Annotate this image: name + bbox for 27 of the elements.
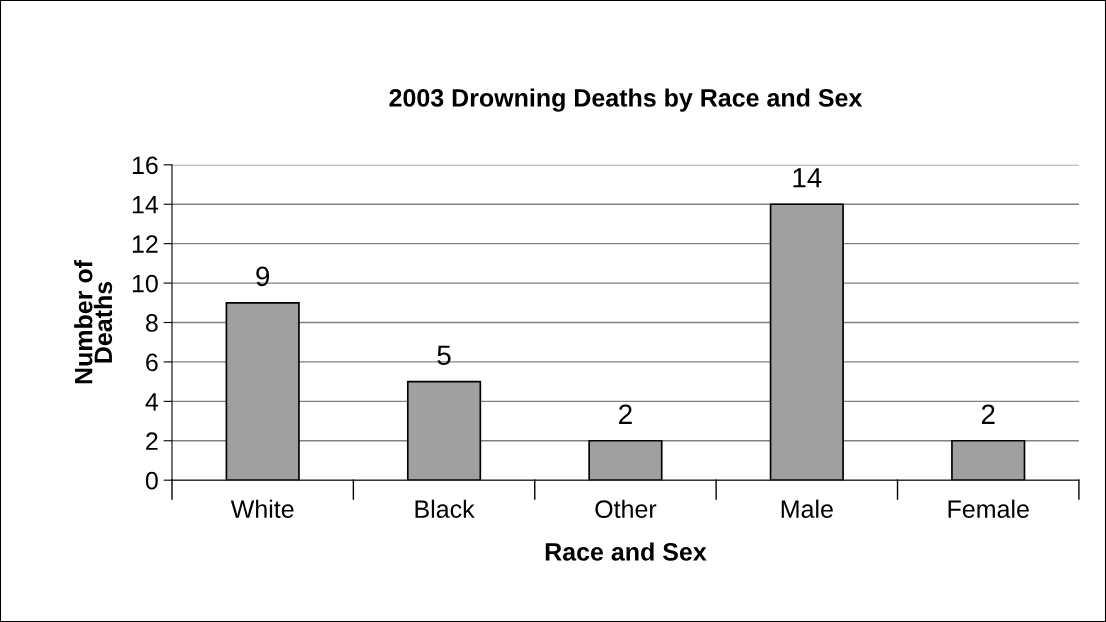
x-tick-label: Female: [948, 499, 1029, 518]
y-tick-label: 2: [146, 432, 158, 450]
chart-title: 2003 Drowning Deaths by Race and Sex: [389, 88, 863, 112]
y-tick-label: 4: [145, 393, 159, 411]
y-tick-label: 10: [132, 274, 158, 293]
y-tick-label: 14: [132, 196, 159, 214]
y-tick-label: 6: [146, 353, 158, 372]
x-tick-label: Other: [595, 499, 657, 518]
data-label: 14: [793, 168, 822, 188]
bar: [588, 439, 663, 481]
x-tick-label: Male: [781, 499, 833, 518]
y-tick-label: 0: [145, 471, 158, 490]
x-tick-label: White: [230, 499, 294, 518]
bar: [951, 439, 1026, 481]
x-tick-label: Black: [415, 499, 475, 518]
data-label: 2: [981, 404, 995, 424]
y-tick-label: 12: [132, 235, 158, 253]
data-label: 5: [437, 345, 451, 366]
data-label: 9: [256, 266, 270, 287]
bar: [769, 203, 844, 481]
x-axis-title: Race and Sex: [545, 542, 707, 561]
bar: [225, 301, 300, 481]
data-label: 2: [619, 404, 632, 424]
y-tick-label: 16: [132, 156, 158, 175]
y-axis-title: Number of Deaths: [74, 259, 113, 384]
bar: [406, 380, 482, 481]
y-tick-label: 8: [145, 314, 158, 332]
